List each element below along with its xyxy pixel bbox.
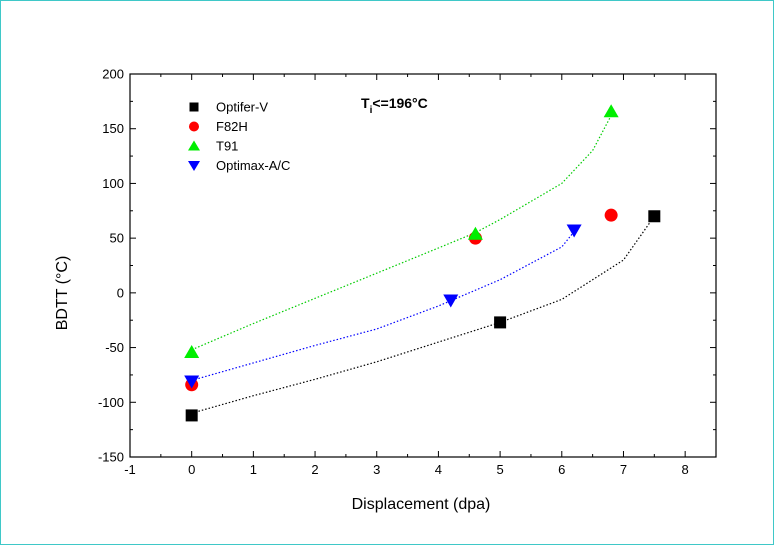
x-tick-label: 4 — [435, 462, 442, 477]
x-tick-label: 0 — [188, 462, 195, 477]
x-tick-label: 2 — [311, 462, 318, 477]
x-tick-label: 3 — [373, 462, 380, 477]
fit-curve — [191, 115, 612, 351]
data-point-square — [648, 210, 661, 223]
x-tick-label: 6 — [558, 462, 565, 477]
legend-label: T91 — [216, 139, 238, 154]
x-tick-label: -1 — [124, 462, 136, 477]
legend-label: Optifer-V — [216, 100, 268, 115]
data-point-triangle-down — [443, 294, 459, 308]
annotation-subscript: i — [370, 105, 373, 116]
annotation-rest: <=196°C — [372, 95, 427, 111]
x-tick-label: 8 — [682, 462, 689, 477]
y-axis-title: BDTT (°C) — [54, 256, 71, 331]
y-tick-label: 0 — [117, 285, 124, 300]
annotation-temperature: Ti<=196°C — [361, 95, 428, 116]
fit-curve — [191, 231, 575, 381]
legend-marker-square — [189, 102, 199, 112]
y-tick-label: 100 — [102, 176, 124, 191]
data-point-triangle-down — [184, 375, 200, 389]
data-point-square — [494, 316, 507, 329]
data-point-circle — [604, 208, 618, 222]
legend: Optifer-V F82H T91 Optimax-A/C — [188, 100, 290, 173]
y-tick-label: -150 — [98, 450, 124, 465]
data-markers — [184, 104, 661, 422]
annotation-main: T — [361, 95, 370, 111]
x-tick-label: 5 — [496, 462, 503, 477]
data-point-triangle-up — [603, 104, 619, 118]
data-point-triangle-up — [184, 344, 200, 358]
axis-ticks — [129, 73, 717, 458]
y-tick-label: -50 — [105, 340, 124, 355]
legend-marker-triangle-up — [188, 140, 200, 151]
y-tick-label: 150 — [102, 121, 124, 136]
data-point-square — [185, 409, 198, 422]
x-tick-label: 1 — [250, 462, 257, 477]
legend-label: Optimax-A/C — [216, 158, 290, 173]
y-tick-label: -100 — [98, 395, 124, 410]
legend-marker-circle — [189, 121, 199, 132]
legend-label: F82H — [216, 119, 248, 134]
fit-curves — [191, 115, 655, 414]
x-tick-label: 7 — [620, 462, 627, 477]
x-axis-title: Displacement (dpa) — [352, 496, 491, 513]
data-point-triangle-down — [566, 224, 582, 238]
data-point-triangle-up — [467, 226, 483, 240]
axis-tick-labels: -1 0 1 2 3 4 5 6 7 8 -150 -100 -50 0 50 100 150 200 — [98, 67, 689, 478]
y-tick-label: 200 — [102, 67, 124, 82]
fit-curve — [191, 215, 655, 414]
y-tick-label: 50 — [110, 231, 124, 246]
legend-marker-triangle-down — [188, 161, 200, 171]
